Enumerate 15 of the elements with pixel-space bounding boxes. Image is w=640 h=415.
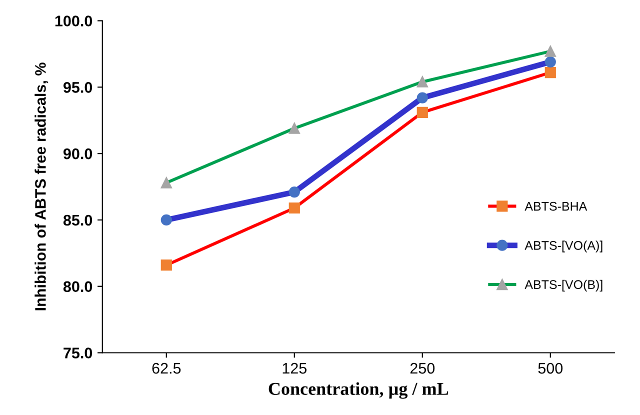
y-tick-label: 95.0: [63, 82, 92, 93]
x-tick-label: 125: [282, 362, 307, 374]
x-tick-label: 62.5: [152, 362, 181, 374]
legend-label: ABTS-BHA: [524, 202, 588, 211]
y-axis-title: Inhibition of ABTS free radicals, %: [34, 62, 48, 310]
x-tick-label: 500: [538, 362, 563, 374]
legend-label: ABTS-[VO(B)]: [524, 280, 602, 292]
y-tick-label: 90.0: [63, 148, 92, 160]
y-tick-label: 85.0: [63, 214, 92, 226]
y-tick-label: 100.0: [55, 16, 92, 26]
y-tick-label: 75.0: [64, 348, 92, 358]
legend-label: ABTS-[VO(A)]: [524, 240, 602, 252]
y-tick-label: 80.0: [63, 281, 92, 292]
x-tick-label: 250: [410, 362, 435, 374]
x-axis-title: Concentration, µg / mL: [268, 382, 448, 399]
